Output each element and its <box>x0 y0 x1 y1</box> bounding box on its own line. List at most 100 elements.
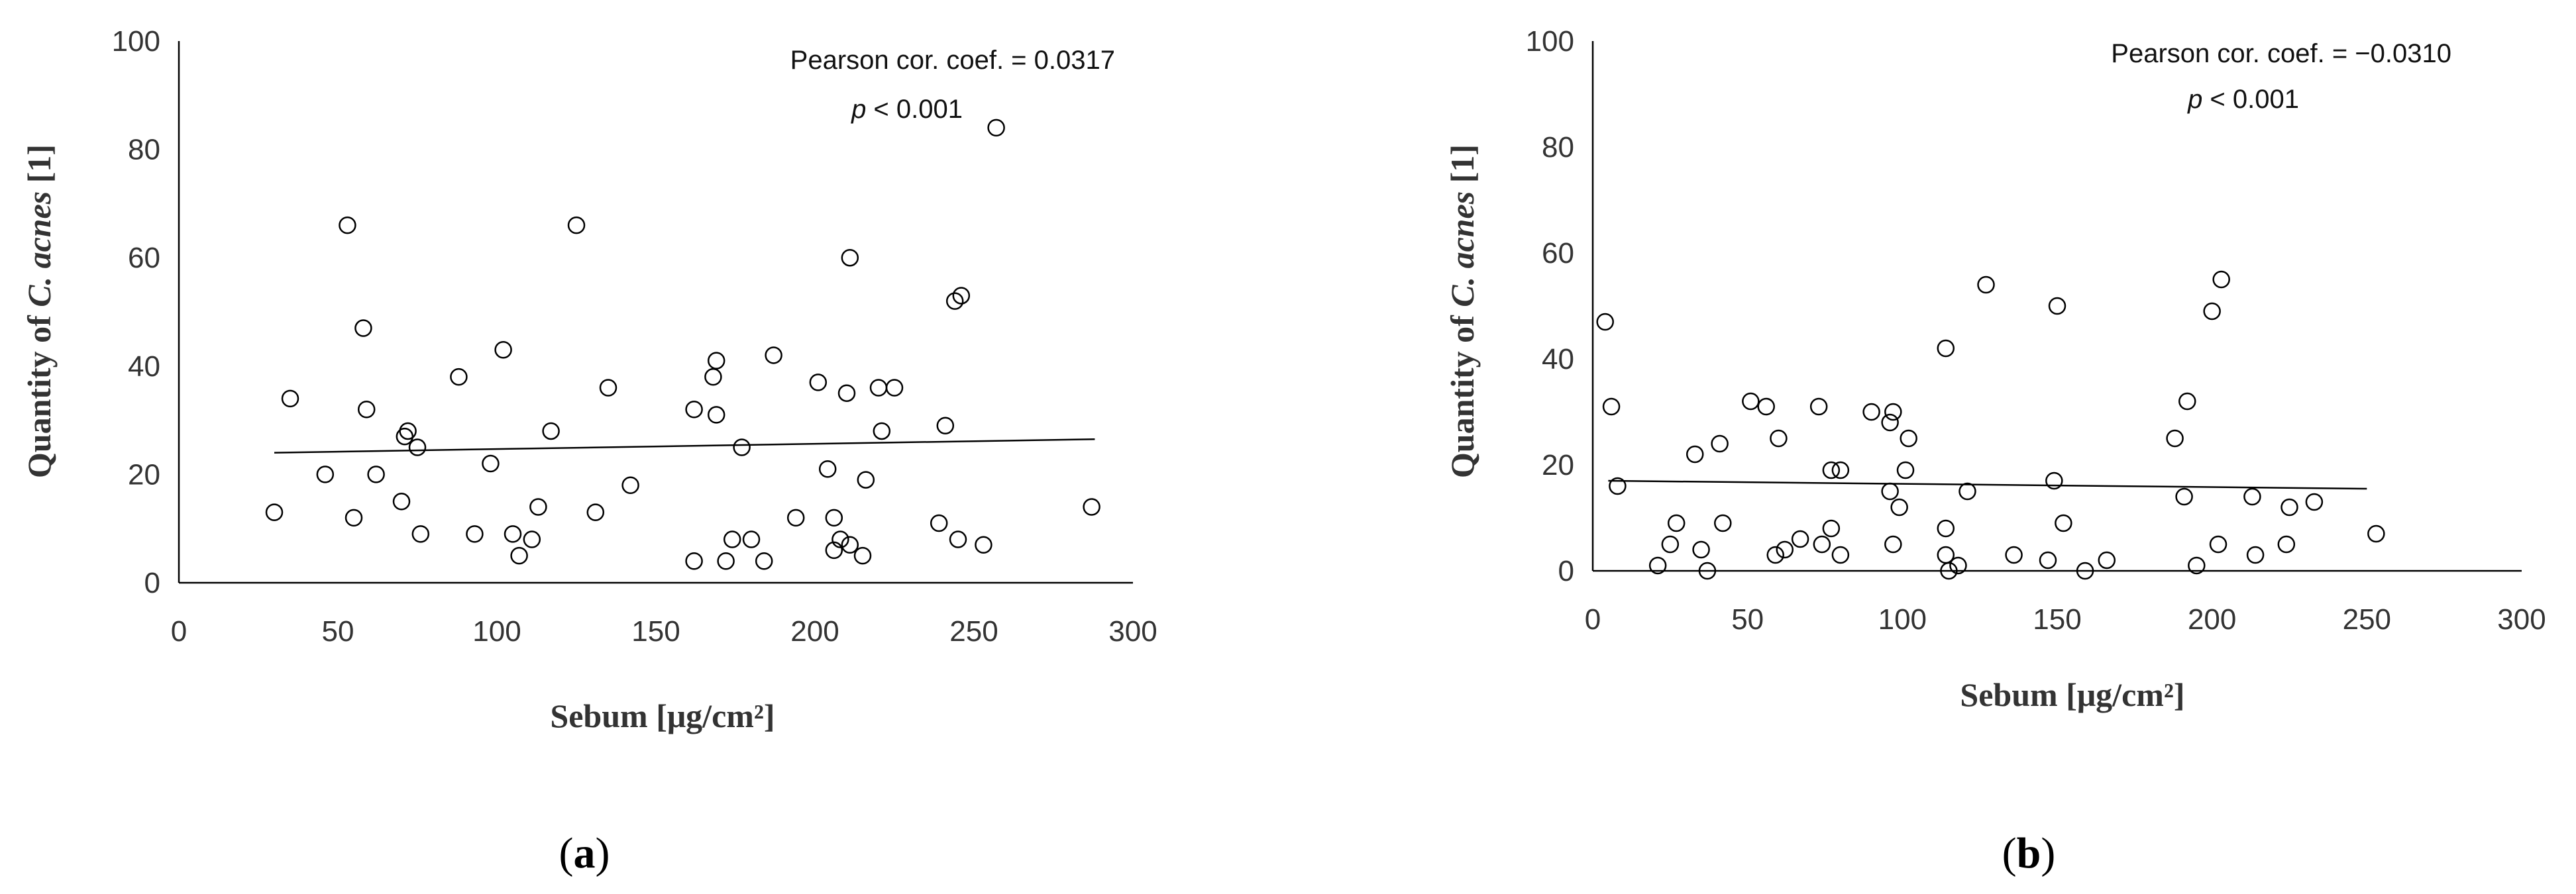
data-point <box>2055 514 2072 532</box>
scatter-plot-a: 0 50 100 150 200 250 300 0 20 40 60 80 100 Sebum [μg… <box>21 25 1157 877</box>
data-point <box>2203 302 2221 321</box>
data-point <box>316 466 335 483</box>
data-point <box>1692 540 1710 559</box>
data-point <box>2076 562 2094 580</box>
x-tick-label: 250 <box>949 615 998 648</box>
data-point <box>2246 546 2265 564</box>
data-point <box>1890 498 1908 517</box>
y-tick-label: 60 <box>1542 237 1574 270</box>
data-point <box>2039 551 2057 570</box>
x-tick-label: 50 <box>322 615 354 648</box>
data-point <box>2209 535 2227 554</box>
data-point <box>733 438 751 456</box>
data-point <box>2277 535 2296 554</box>
data-point <box>1757 397 1775 416</box>
data-point <box>1937 519 1955 538</box>
x-tick-label: 150 <box>2033 603 2081 636</box>
data-point <box>825 509 843 527</box>
y-axis-title: Quantity of C. acnes [1] <box>21 144 58 478</box>
data-point <box>1977 275 1995 294</box>
data-point <box>504 525 522 543</box>
data-point <box>1698 562 1717 580</box>
y-tick-label: 80 <box>128 134 160 166</box>
data-point <box>1791 530 1809 548</box>
data-point <box>1937 339 1955 358</box>
data-point <box>1884 535 1902 554</box>
y-tick-label: 20 <box>1542 449 1574 481</box>
data-point <box>825 541 843 560</box>
data-point <box>399 422 417 440</box>
chart-panel-a: 0 50 100 150 200 250 300 0 20 40 60 80 100 Sebum [μg… <box>21 25 1157 877</box>
data-point <box>1770 429 1788 448</box>
data-point <box>367 466 385 483</box>
data-point <box>1900 429 1917 448</box>
data-point <box>411 525 430 543</box>
trend-line <box>1608 479 2367 490</box>
data-point <box>357 400 376 419</box>
data-point <box>1822 461 1841 479</box>
data-point <box>837 384 856 402</box>
y-tick-label: 0 <box>1558 555 1574 587</box>
data-point <box>1881 482 1899 501</box>
data-point <box>869 379 888 397</box>
data-point <box>354 319 372 337</box>
x-tick-label: 300 <box>1108 615 1157 648</box>
x-axis-title: Sebum [μg/cm²] <box>1960 676 2184 713</box>
chart-panel-b: 0 50 100 150 200 250 300 0 20 40 60 80 100 Sebum [μg… <box>1288 0 2576 894</box>
x-tick-label: 250 <box>2343 603 2391 636</box>
data-point <box>952 287 971 305</box>
data-point <box>1813 535 1831 554</box>
data-point <box>1809 397 1828 416</box>
panel-label-b: (b) <box>2002 829 2056 877</box>
data-point <box>1596 313 1614 331</box>
data-point <box>873 422 891 440</box>
x-tick-label: 150 <box>631 615 680 648</box>
data-point <box>786 509 805 527</box>
data-point <box>742 530 761 548</box>
panel-label-a: (a) <box>559 829 610 877</box>
data-point <box>2367 524 2385 543</box>
data-point <box>685 400 703 419</box>
data-point <box>2243 487 2261 506</box>
x-tick-label: 50 <box>1731 603 1764 636</box>
data-point <box>987 119 1005 137</box>
data-point <box>450 368 468 386</box>
data-point <box>1609 477 1627 495</box>
data-point <box>1862 403 1880 421</box>
data-point <box>621 476 639 495</box>
x-tick-label: 100 <box>1878 603 1927 636</box>
scatter-plot-b: 0 50 100 150 200 250 300 0 20 40 60 80 100 Sebum [μg… <box>1444 25 2546 877</box>
y-tick-label: 60 <box>128 242 160 274</box>
data-point <box>408 438 427 456</box>
x-axis-title: Sebum [μg/cm²] <box>550 697 775 734</box>
data-point <box>1881 413 1899 432</box>
data-point <box>494 341 512 359</box>
y-tick-label: 40 <box>128 350 160 383</box>
correlation-annotation: Pearson cor. coef. = −0.0310 <box>2111 39 2451 68</box>
data-point <box>704 368 722 386</box>
data-point <box>853 546 872 565</box>
y-tick-label: 40 <box>1542 343 1574 375</box>
x-tick-label: 200 <box>2188 603 2236 636</box>
data-point <box>1648 556 1667 575</box>
data-point <box>466 525 484 543</box>
data-point <box>1831 546 1850 564</box>
data-point <box>818 460 837 478</box>
data-point <box>1949 556 1967 575</box>
data-point <box>717 552 735 570</box>
data-point <box>2175 487 2193 506</box>
data-point <box>586 503 605 521</box>
data-point <box>542 422 560 440</box>
data-point <box>392 493 411 511</box>
data-point <box>529 498 547 516</box>
trend-line <box>274 438 1095 454</box>
x-tick-label: 0 <box>171 615 187 648</box>
data-point <box>857 471 875 489</box>
data-point <box>265 503 284 521</box>
data-point <box>1661 535 1680 554</box>
y-tick-label: 0 <box>144 567 160 599</box>
data-point <box>345 509 363 527</box>
data-point <box>339 216 356 234</box>
data-point <box>930 514 948 532</box>
data-point <box>1742 392 1760 411</box>
